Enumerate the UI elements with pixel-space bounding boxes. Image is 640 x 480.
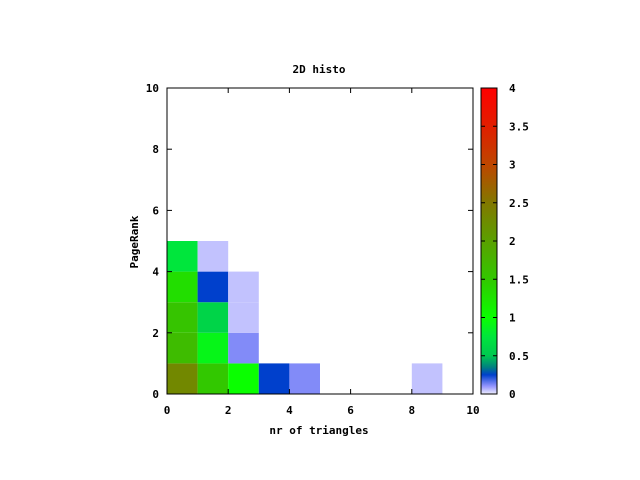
y-tick-label: 0 xyxy=(152,388,159,401)
colorbar-tick-label: 2.5 xyxy=(509,197,529,210)
plot-frame xyxy=(166,87,474,395)
y-tick-label: 10 xyxy=(146,82,159,95)
heatmap-cell xyxy=(197,241,229,272)
colorbar-tick-label: 4 xyxy=(509,82,516,95)
x-axis-ticks: 0 2 4 6 8 10 xyxy=(164,88,480,417)
heatmap-cell xyxy=(197,332,229,364)
colorbar-tick-label: 0.5 xyxy=(509,350,529,363)
y-axis-ticks: 0 2 4 6 8 10 xyxy=(146,82,473,401)
heatmap-cell xyxy=(228,363,259,394)
colorbar-tick-label: 1 xyxy=(509,312,516,325)
heatmap-cell xyxy=(197,363,229,394)
chart-title: 2D histo xyxy=(293,63,346,76)
heatmap-cell xyxy=(167,302,198,333)
heatmap-cell xyxy=(167,363,198,394)
y-tick-label: 2 xyxy=(152,327,159,340)
colorbar-tick-label: 0 xyxy=(509,388,516,401)
heatmap-cells xyxy=(167,241,443,394)
x-tick-label: 6 xyxy=(347,404,354,417)
y-tick-label: 8 xyxy=(152,143,159,156)
heatmap-cell xyxy=(289,363,320,394)
colorbar-tick-label: 3 xyxy=(509,159,516,172)
heatmap-cell xyxy=(228,302,259,333)
heatmap-cell xyxy=(258,363,290,394)
colorbar-tick-label: 1.5 xyxy=(509,273,529,286)
heatmap-cell xyxy=(167,271,198,303)
heatmap-cell xyxy=(197,302,229,333)
colorbar-tick-label: 3.5 xyxy=(509,120,529,133)
y-axis-label: PageRank xyxy=(128,215,141,268)
colorbar-tick-label: 2 xyxy=(509,235,516,248)
x-tick-label: 10 xyxy=(466,404,479,417)
x-tick-label: 4 xyxy=(286,404,293,417)
heatmap-cell xyxy=(167,332,198,364)
heatmap-cell xyxy=(228,271,259,303)
heatmap-cell xyxy=(411,363,443,394)
x-tick-label: 2 xyxy=(225,404,232,417)
y-tick-label: 4 xyxy=(152,266,159,279)
x-tick-label: 8 xyxy=(408,404,415,417)
colorbar-ticks: 0 0.5 1 1.5 2 2.5 3 3.5 4 xyxy=(481,82,529,401)
x-tick-label: 0 xyxy=(164,404,171,417)
x-axis-label: nr of triangles xyxy=(269,424,368,437)
y-tick-label: 6 xyxy=(152,204,159,217)
heatmap-cell xyxy=(228,332,259,364)
heatmap-cell xyxy=(197,271,229,303)
heatmap-cell xyxy=(167,241,198,272)
